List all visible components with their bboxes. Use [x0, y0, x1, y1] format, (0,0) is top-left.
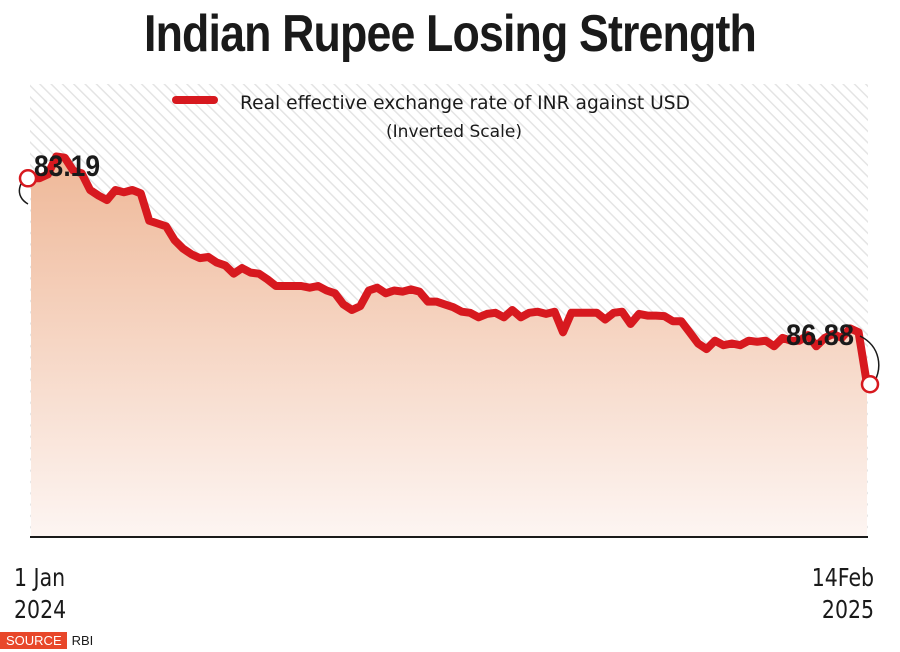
legend-label: Real effective exchange rate of INR agai…	[240, 92, 690, 114]
area-fill	[31, 156, 867, 536]
source-badge: SOURCE	[0, 632, 67, 649]
end-value-label: 86.88	[786, 319, 854, 352]
legend-sublabel: (Inverted Scale)	[386, 122, 522, 142]
x-start-year: 2024	[14, 595, 67, 624]
chart-title: Indian Rupee Losing Strength	[144, 5, 757, 63]
x-end-label: 14Feb 2025	[812, 562, 874, 626]
source-credit: SOURCE RBI	[0, 632, 93, 649]
start-value-label: 83.19	[34, 150, 100, 183]
x-start-day: 1 Jan	[14, 563, 66, 592]
series-line	[27, 152, 871, 389]
end-point-marker	[860, 374, 880, 394]
x-start-label: 1 Jan 2024	[14, 562, 66, 626]
x-end-year: 2025	[821, 595, 874, 624]
x-end-day: 14Feb	[811, 563, 874, 592]
source-text: RBI	[71, 633, 94, 648]
start-point-marker	[18, 169, 38, 188]
